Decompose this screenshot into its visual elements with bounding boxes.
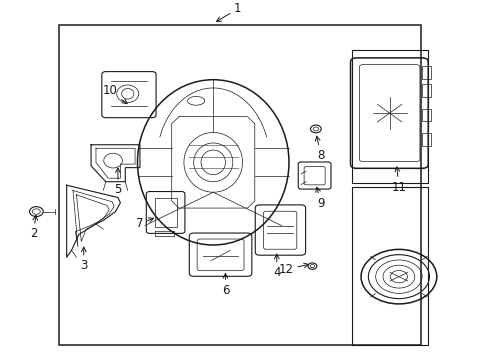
Text: 4: 4 xyxy=(273,254,280,279)
Text: 2: 2 xyxy=(30,215,38,240)
Text: 11: 11 xyxy=(392,167,406,194)
Text: 5: 5 xyxy=(114,168,122,197)
Text: 8: 8 xyxy=(316,136,325,162)
Text: 6: 6 xyxy=(221,274,229,297)
Bar xyxy=(422,84,431,96)
Bar xyxy=(422,133,431,146)
Text: 10: 10 xyxy=(103,84,127,104)
Text: 3: 3 xyxy=(80,247,87,272)
Text: 12: 12 xyxy=(279,263,309,276)
Bar xyxy=(59,25,421,345)
Bar xyxy=(422,108,431,121)
Text: 9: 9 xyxy=(316,187,325,210)
Text: 1: 1 xyxy=(217,2,242,22)
Bar xyxy=(352,187,428,345)
Bar xyxy=(422,66,431,79)
Text: 7: 7 xyxy=(136,217,153,230)
Bar xyxy=(352,50,428,184)
